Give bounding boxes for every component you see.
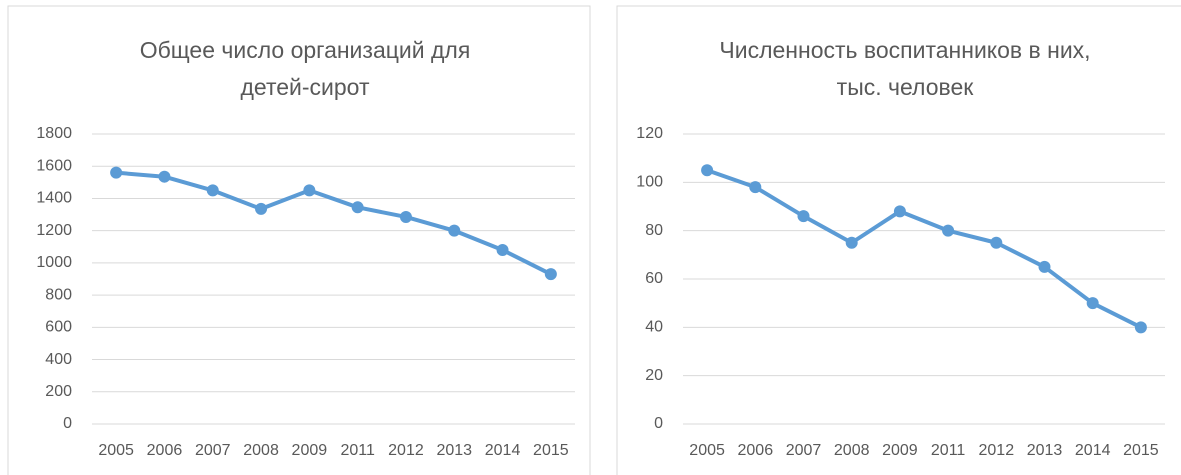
y-tick-label: 1000	[36, 254, 72, 271]
y-tick-label: 1600	[36, 157, 72, 174]
marker	[544, 268, 557, 281]
marker	[158, 170, 171, 183]
x-tick-label: 2008	[834, 442, 870, 459]
x-tick-label: 2007	[195, 442, 231, 459]
x-tick-label: 2009	[882, 442, 918, 459]
y-tick-label: 1800	[36, 125, 72, 142]
series-line	[705, 168, 1143, 330]
x-tick-label: 2013	[436, 442, 472, 459]
marker	[749, 181, 762, 194]
x-tick-label: 2011	[931, 442, 966, 459]
x-tick-label: 2007	[786, 442, 822, 459]
y-tick-label: 0	[63, 415, 72, 432]
x-tick-label: 2006	[147, 442, 183, 459]
marker	[1038, 260, 1051, 273]
y-tick-label: 200	[45, 383, 72, 400]
chart-title: Общее число организаций для детей-сирот	[140, 37, 471, 100]
y-tick-label: 100	[636, 174, 663, 191]
y-tick-label: 800	[45, 286, 72, 303]
y-tick-label: 40	[645, 319, 663, 336]
marker	[496, 244, 509, 256]
marker	[351, 201, 364, 214]
marker	[845, 236, 858, 249]
marker	[448, 224, 461, 237]
marker	[797, 210, 810, 223]
y-tick-label: 1400	[36, 190, 72, 207]
marker	[255, 202, 268, 215]
chart-title: Численность воспитанников в них, тыс. чел…	[719, 37, 1090, 100]
y-tick-label: 600	[45, 319, 72, 336]
x-tick-label: 2015	[533, 442, 569, 459]
x-tick-label: 2008	[243, 442, 279, 459]
marker	[303, 184, 316, 197]
x-tick-label: 2015	[1123, 442, 1159, 459]
x-tick-label: 2014	[485, 442, 521, 459]
x-tick-label: 2014	[1075, 442, 1111, 459]
series-line	[114, 170, 553, 277]
x-tick-label: 2009	[292, 442, 328, 459]
x-tick-label: 2013	[1027, 442, 1063, 459]
marker	[206, 184, 219, 197]
x-tick-label: 2005	[689, 442, 725, 459]
x-tick-label: 2011	[340, 442, 375, 459]
x-tick-label: 2012	[388, 442, 424, 459]
marker	[110, 166, 123, 179]
marker	[990, 236, 1003, 249]
marker	[893, 205, 906, 218]
marker	[942, 224, 955, 237]
x-tick-label: 2012	[979, 442, 1015, 459]
y-tick-label: 120	[636, 125, 663, 142]
y-tick-label: 20	[645, 367, 663, 384]
y-tick-label: 400	[45, 351, 72, 368]
marker	[399, 210, 412, 223]
x-tick-label: 2006	[738, 442, 774, 459]
marker	[1086, 297, 1099, 310]
y-tick-label: 60	[645, 270, 663, 287]
y-tick-label: 80	[645, 222, 663, 239]
panel-border	[616, 5, 1181, 475]
x-tick-label: 2005	[98, 442, 134, 459]
y-tick-label: 1200	[36, 222, 72, 239]
y-tick-label: 0	[654, 415, 663, 432]
marker	[1134, 321, 1147, 334]
panel-border	[7, 5, 591, 475]
marker	[701, 164, 714, 177]
